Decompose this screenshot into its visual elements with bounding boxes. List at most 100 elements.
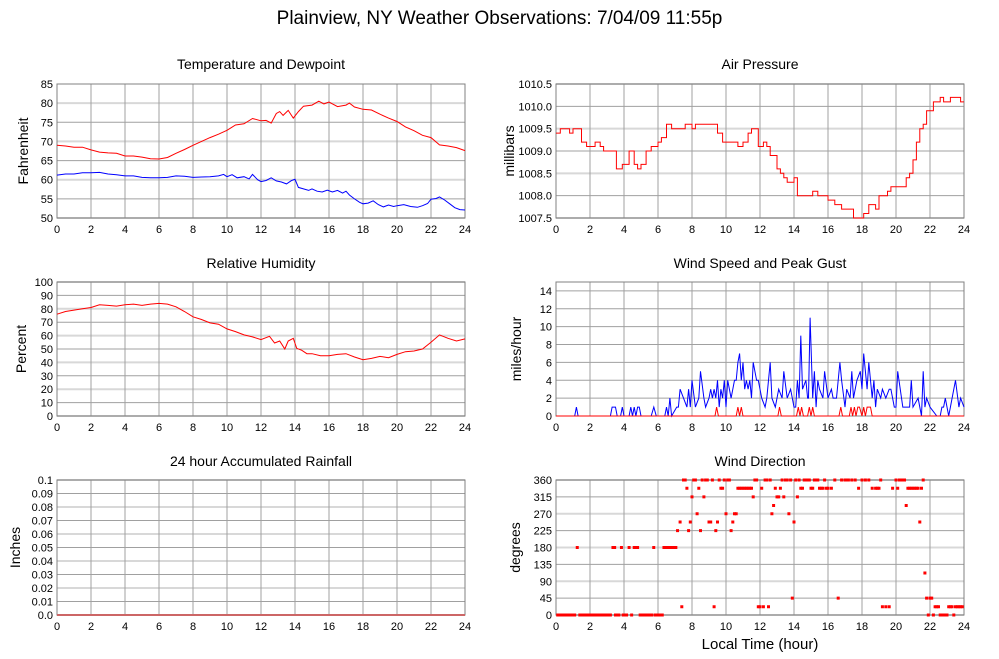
data-point [630, 613, 634, 617]
data-point [901, 478, 905, 482]
y-tick-label: 0.01 [32, 597, 53, 609]
data-point [731, 520, 735, 524]
data-point [634, 546, 638, 549]
y-tick-label: 70 [41, 317, 53, 329]
y-tick-label: 2 [546, 393, 552, 405]
data-point [756, 605, 760, 609]
x-tick-label: 0 [54, 422, 60, 434]
data-point [933, 605, 937, 609]
data-point [931, 613, 935, 617]
data-point [877, 486, 881, 490]
y-tick-label: 1008.0 [518, 191, 552, 203]
x-tick-label: 4 [621, 422, 627, 434]
y-tick-label: 0.0 [38, 610, 53, 622]
y-tick-label: 100 [35, 277, 53, 289]
data-point [721, 486, 725, 490]
data-point [710, 478, 714, 482]
data-point [695, 512, 699, 516]
x-tick-label: 18 [856, 224, 868, 236]
series-line-temperature [56, 100, 466, 160]
chart-title: Air Pressure [721, 56, 798, 72]
data-point [784, 478, 787, 482]
data-point [795, 495, 799, 499]
data-point [607, 613, 611, 617]
data-point [790, 596, 794, 600]
data-point [738, 486, 742, 490]
y-tick-label: 0.08 [32, 502, 53, 514]
series-line-dewpoint [56, 171, 466, 211]
data-point [945, 613, 949, 617]
data-point [928, 596, 932, 600]
x-tick-label: 8 [689, 224, 695, 236]
x-tick-label: 12 [754, 621, 766, 633]
data-point [608, 613, 612, 617]
data-point [670, 546, 674, 549]
chart-temp: Temperature and Dewpoint5055606570758085… [15, 56, 471, 236]
y-axis-label: Inches [7, 527, 23, 568]
data-point [561, 613, 565, 617]
x-tick-label: 4 [122, 224, 128, 236]
x-tick-label: 8 [689, 422, 695, 434]
data-point [680, 605, 684, 609]
data-point [734, 512, 738, 516]
data-point [819, 486, 823, 490]
data-point [792, 520, 796, 524]
data-point [662, 546, 666, 549]
data-point [705, 478, 709, 482]
data-point [843, 478, 847, 482]
x-tick-label: 24 [958, 224, 970, 236]
x-tick-label: 20 [391, 422, 403, 434]
x-tick-label: 12 [255, 621, 267, 633]
y-tick-label: 0.1 [38, 475, 53, 487]
data-point [814, 478, 818, 482]
data-point [957, 605, 961, 609]
data-point [863, 478, 867, 482]
y-tick-label: 180 [534, 543, 552, 555]
x-tick-label: 18 [357, 422, 369, 434]
data-point [909, 486, 913, 490]
y-axis-label: Percent [13, 325, 29, 373]
x-tick-label: 0 [553, 422, 559, 434]
y-tick-label: 225 [534, 526, 552, 538]
data-point [846, 478, 850, 482]
data-point [952, 613, 956, 617]
data-point [894, 478, 898, 482]
data-point [636, 546, 640, 549]
x-tick-label: 10 [221, 621, 233, 633]
data-point [733, 512, 736, 516]
y-tick-label: 10 [41, 398, 53, 410]
data-point [556, 613, 560, 617]
data-point [913, 486, 917, 490]
x-tick-label: 0 [54, 224, 60, 236]
data-point [812, 478, 816, 482]
y-tick-label: 10 [540, 322, 552, 334]
data-point [867, 478, 871, 482]
data-point [773, 486, 777, 490]
y-tick-label: 1010.5 [518, 79, 552, 91]
data-point [782, 495, 786, 499]
chart-title: Relative Humidity [207, 255, 316, 271]
data-point [799, 486, 803, 490]
y-tick-label: 20 [41, 384, 53, 396]
data-point [722, 478, 726, 482]
data-point [760, 486, 764, 490]
data-point [588, 613, 592, 617]
data-point [923, 571, 927, 575]
series-line-pressure [556, 96, 964, 219]
y-tick-label: 1009.5 [518, 124, 552, 136]
y-axis-label: Fahrenheit [15, 117, 31, 184]
data-point [586, 613, 590, 617]
data-point [903, 478, 906, 482]
data-point [614, 613, 617, 617]
y-tick-label: 65 [41, 156, 53, 168]
data-point [807, 478, 811, 482]
x-tick-label: 24 [958, 621, 970, 633]
y-tick-label: 45 [540, 593, 552, 605]
x-tick-label: 6 [156, 621, 162, 633]
data-point [568, 613, 572, 617]
series-line-wind-speed [556, 317, 965, 418]
data-point [914, 486, 918, 490]
x-tick-label: 20 [391, 224, 403, 236]
data-point [809, 486, 813, 490]
data-point [768, 478, 772, 482]
